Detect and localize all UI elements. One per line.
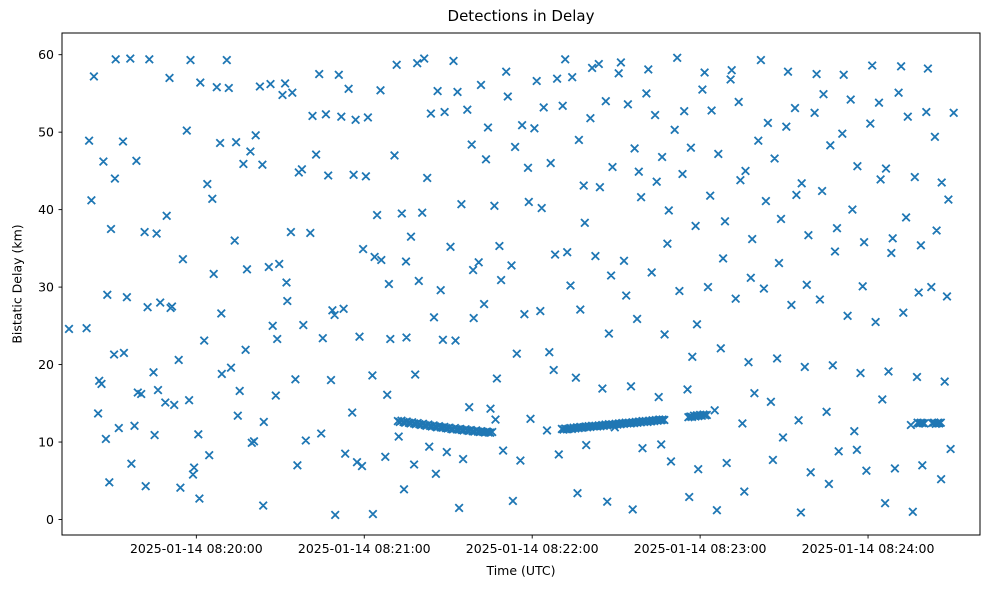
- scatter-points: [64, 53, 959, 520]
- y-tick-label: 0: [46, 512, 54, 527]
- chart-title: Detections in Delay: [447, 7, 595, 25]
- x-tick-label: 2025-01-14 08:22:00: [466, 541, 599, 556]
- y-tick-label: 50: [38, 124, 54, 139]
- x-tick-label: 2025-01-14 08:21:00: [298, 541, 431, 556]
- y-tick-label: 30: [38, 279, 54, 294]
- y-axis-label: Bistatic Delay (km): [9, 224, 25, 344]
- x-tick-label: 2025-01-14 08:20:00: [130, 541, 263, 556]
- x-axis-label: Time (UTC): [486, 563, 556, 578]
- y-tick-label: 40: [38, 202, 54, 217]
- x-tick-label: 2025-01-14 08:23:00: [634, 541, 767, 556]
- y-tick-label: 10: [38, 434, 54, 449]
- y-tick-label: 20: [38, 357, 54, 372]
- x-tick-label: 2025-01-14 08:24:00: [802, 541, 935, 556]
- y-tick-label: 60: [38, 47, 54, 62]
- plot-frame: [61, 32, 981, 536]
